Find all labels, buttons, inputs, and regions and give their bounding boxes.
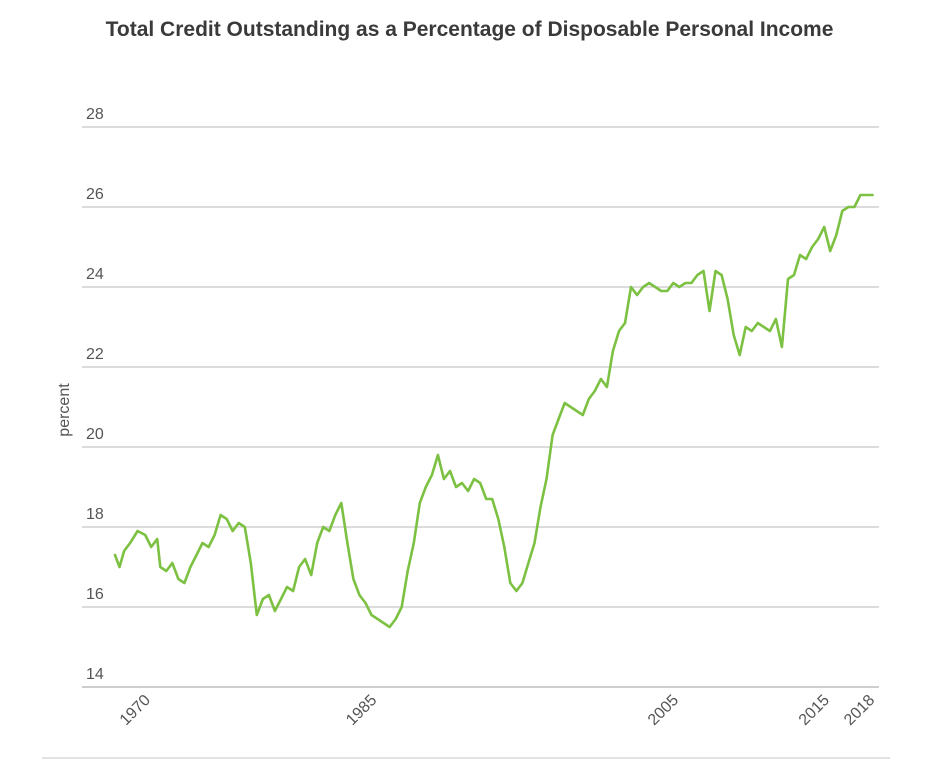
- x-tick-label: 2015: [796, 692, 833, 729]
- chart-title: Total Credit Outstanding as a Percentage…: [105, 18, 834, 41]
- y-tick-label: 16: [86, 586, 104, 603]
- x-tick-label: 2018: [841, 692, 878, 729]
- y-tick-label: 14: [86, 666, 104, 683]
- y-tick-label: 18: [86, 506, 104, 523]
- x-tick-label: 2005: [645, 692, 682, 729]
- y-tick-label: 26: [86, 186, 104, 203]
- y-tick-label: 24: [86, 266, 104, 283]
- y-tick-label: 28: [86, 106, 104, 123]
- series-group: [113, 193, 874, 629]
- y-axis-ticks: 14 16 18 20 22 24 26 28: [86, 106, 104, 683]
- x-axis-ticks: 1970 1985 2005 2015 2018: [117, 692, 879, 729]
- y-axis-label: percent: [56, 383, 73, 437]
- gridlines: [82, 126, 879, 688]
- x-tick-label: 1985: [343, 692, 380, 729]
- series-line-0: [113, 193, 874, 629]
- y-tick-label: 22: [86, 346, 104, 363]
- y-tick-label: 20: [86, 426, 104, 443]
- x-tick-label: 1970: [117, 692, 154, 729]
